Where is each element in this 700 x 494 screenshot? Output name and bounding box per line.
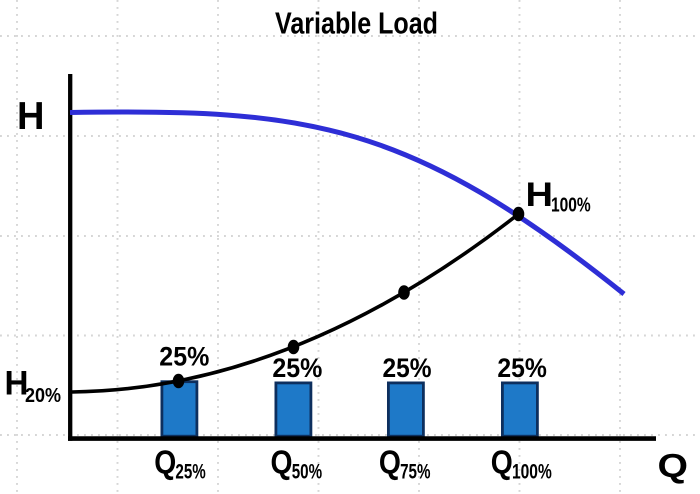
svg-text:25%: 25% <box>175 461 206 484</box>
svg-text:25%: 25% <box>383 353 432 383</box>
svg-text:Variable Load: Variable Load <box>275 6 438 41</box>
svg-text:Q: Q <box>379 443 401 480</box>
svg-text:H: H <box>526 176 554 214</box>
svg-text:75%: 75% <box>400 461 431 484</box>
svg-text:25%: 25% <box>159 342 209 372</box>
svg-text:Q: Q <box>271 443 293 480</box>
svg-text:100%: 100% <box>551 194 591 216</box>
svg-text:Q: Q <box>491 443 513 480</box>
svg-text:H: H <box>5 364 29 402</box>
svg-text:20%: 20% <box>25 385 61 407</box>
svg-text:25%: 25% <box>497 353 547 383</box>
svg-text:100%: 100% <box>512 461 552 484</box>
svg-text:50%: 50% <box>292 461 323 484</box>
svg-text:25%: 25% <box>272 353 322 383</box>
svg-text:Q: Q <box>154 443 176 480</box>
svg-text:Q: Q <box>658 447 689 484</box>
svg-text:H: H <box>17 95 45 138</box>
